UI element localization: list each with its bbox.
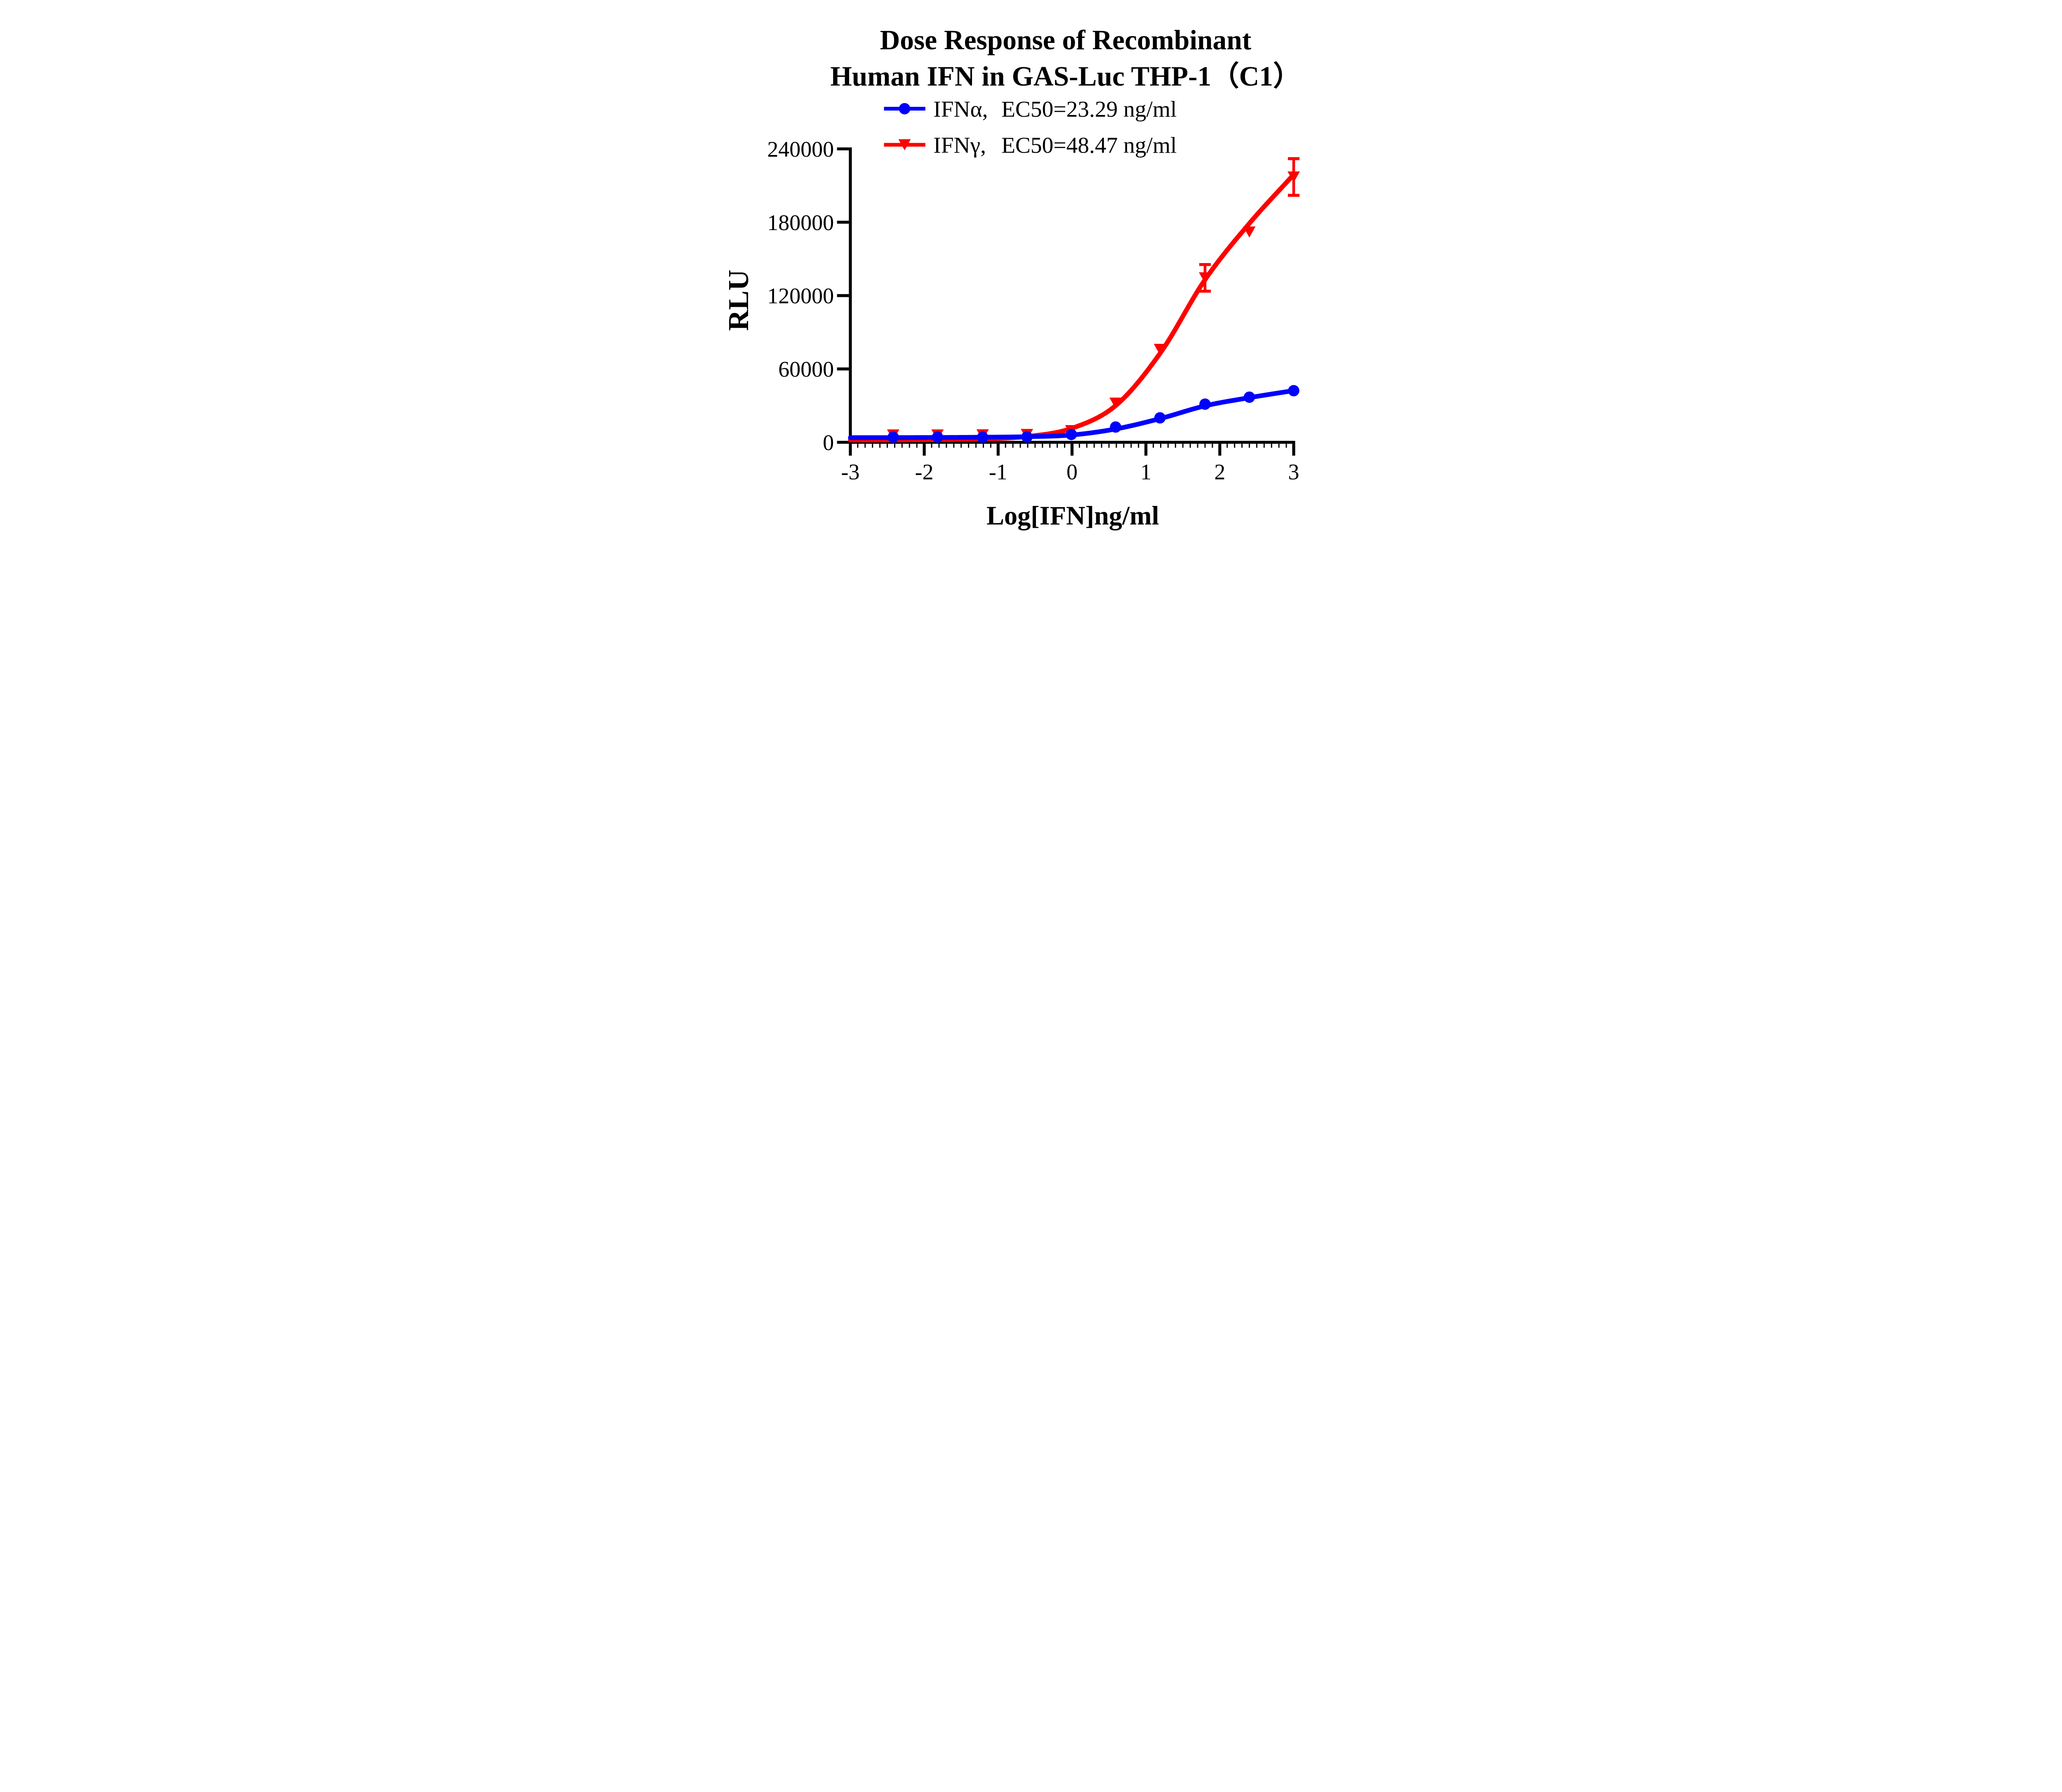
ifn-gamma-marker <box>1288 171 1300 183</box>
ifn-gamma-marker <box>1243 226 1256 238</box>
x-tick-label: -3 <box>841 460 859 484</box>
y-tick-label: 180000 <box>767 210 834 235</box>
ifn-alpha-marker <box>887 431 899 443</box>
x-tick-label: 1 <box>1140 460 1151 484</box>
y-tick-label: 60000 <box>778 357 834 382</box>
series-ifn-alpha <box>848 385 1299 443</box>
ifn-alpha-marker <box>932 431 944 443</box>
x-tick-label: -1 <box>989 460 1007 484</box>
legend-entry-ifn-alpha: IFNα, EC50=23.29 ng/ml <box>884 96 1177 122</box>
legend-label-ifn-gamma: IFNγ, EC50=48.47 ng/ml <box>933 133 1177 158</box>
x-tick-label: 3 <box>1288 460 1299 484</box>
plot-area: -3 -2 -1 0 1 2 3 0 60000 120000 180000 240000 <box>767 137 1300 484</box>
ifn-alpha-marker <box>1021 431 1033 443</box>
ifn-gamma-marker <box>1109 397 1122 409</box>
chart-figure: Dose Response of Recombinant Human IFN i… <box>701 0 1361 537</box>
ifn-gamma-marker <box>1153 343 1166 355</box>
x-tick-label: 2 <box>1214 460 1225 484</box>
legend: IFNα, EC50=23.29 ng/ml IFNγ, EC50=48.47 ng… <box>884 96 1177 158</box>
legend-circle-marker-icon <box>899 103 911 115</box>
ifn-alpha-marker <box>1199 398 1211 410</box>
chart-title: Dose Response of Recombinant Human IFN i… <box>830 24 1301 92</box>
ifn-alpha-marker <box>1288 385 1299 397</box>
legend-entry-ifn-gamma: IFNγ, EC50=48.47 ng/ml <box>884 133 1177 158</box>
x-tick-label: 0 <box>1066 460 1078 484</box>
ifn-alpha-marker <box>1154 412 1166 424</box>
dose-response-chart: Dose Response of Recombinant Human IFN i… <box>701 0 1361 537</box>
y-tick-label: 240000 <box>767 137 834 162</box>
y-tick-label: 0 <box>823 430 834 455</box>
ifn-alpha-marker <box>1065 428 1077 440</box>
ifn-alpha-marker <box>1243 391 1255 403</box>
ifn-alpha-marker <box>1110 421 1121 433</box>
chart-title-line2: Human IFN in GAS-Luc THP-1（C1） <box>830 61 1301 92</box>
x-axis-title: Log[IFN]ng/ml <box>986 501 1159 530</box>
y-tick-label: 120000 <box>767 284 834 308</box>
ifn-gamma-marker <box>1199 272 1211 284</box>
ifn-alpha-marker <box>977 431 989 443</box>
legend-triangle-marker-icon <box>898 139 911 151</box>
y-axis-title: RLU <box>723 270 755 331</box>
chart-title-line1: Dose Response of Recombinant <box>880 24 1252 55</box>
x-tick-label: -2 <box>915 460 934 484</box>
legend-label-ifn-alpha: IFNα, EC50=23.29 ng/ml <box>933 96 1177 122</box>
